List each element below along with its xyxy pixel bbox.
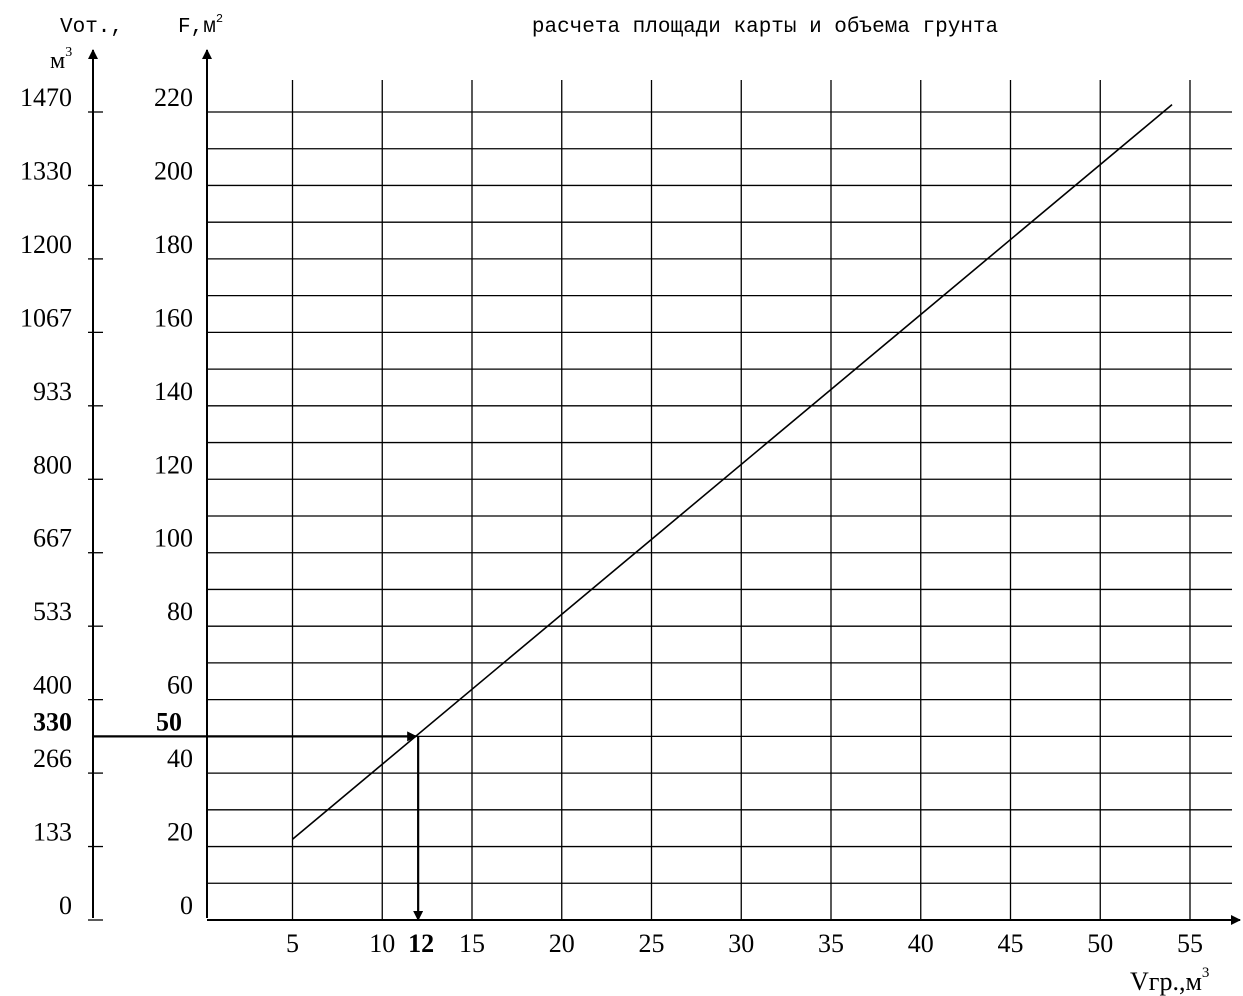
- f-tick-label: 80: [167, 597, 193, 626]
- f-tick-label: 200: [154, 156, 193, 185]
- right-axis-label: F,м2: [178, 12, 223, 39]
- x-tick-label: 50: [1087, 929, 1113, 958]
- x-tick-label: 55: [1177, 929, 1203, 958]
- v-tick-label: 533: [33, 597, 72, 626]
- f-tick-label: 220: [154, 83, 193, 112]
- x-tick-label: 5: [286, 929, 299, 958]
- v-tick-label: 400: [33, 671, 72, 700]
- annotation-v-label: 330: [33, 707, 72, 736]
- annotation-x-label: 12: [408, 929, 434, 958]
- v-tick-label: 1200: [20, 230, 72, 259]
- annotation-f-label: 50: [156, 707, 182, 736]
- left-axis-label: Vот.,: [60, 16, 123, 39]
- v-tick-label: 266: [33, 744, 72, 773]
- x-tick-label: 45: [998, 929, 1024, 958]
- f-tick-label: 100: [154, 524, 193, 553]
- f-tick-label: 0: [180, 891, 193, 920]
- f-tick-label: 20: [167, 818, 193, 847]
- v-tick-label: 933: [33, 377, 72, 406]
- x-tick-label: 30: [728, 929, 754, 958]
- x-tick-label: 20: [549, 929, 575, 958]
- v-tick-label: 0: [59, 891, 72, 920]
- f-tick-label: 120: [154, 450, 193, 479]
- x-axis-label: Vгр.,м3: [1130, 965, 1209, 996]
- x-tick-label: 35: [818, 929, 844, 958]
- x-tick-label: 10: [369, 929, 395, 958]
- series: [291, 104, 1173, 840]
- v-tick-label: 667: [33, 524, 72, 553]
- x-tick-label: 25: [639, 929, 665, 958]
- f-tick-label: 160: [154, 303, 193, 332]
- v-tick-label: 1067: [20, 303, 72, 332]
- left-axis-unit: м3: [50, 45, 72, 74]
- x-tick-label: 15: [459, 929, 485, 958]
- chart-title: расчета площади карты и объема грунта: [532, 16, 998, 39]
- v-tick-label: 1330: [20, 156, 72, 185]
- x-tick-label: 40: [908, 929, 934, 958]
- v-tick-label: 133: [33, 818, 72, 847]
- grid: [207, 80, 1232, 920]
- v-tick-label: 800: [33, 450, 72, 479]
- x-ticks: 5 10 15 20 25 30 35 40 45 50 55: [286, 929, 1203, 958]
- f-tick-label: 180: [154, 230, 193, 259]
- v-tick-label: 1470: [20, 83, 72, 112]
- f-tick-label: 60: [167, 671, 193, 700]
- series-line: [291, 104, 1173, 840]
- f-tick-label: 140: [154, 377, 193, 406]
- y-ticks: 0 0 20 133 40 266 60 400 80 533 100 667 120 800 140 933…: [20, 83, 193, 921]
- f-tick-label: 40: [167, 744, 193, 773]
